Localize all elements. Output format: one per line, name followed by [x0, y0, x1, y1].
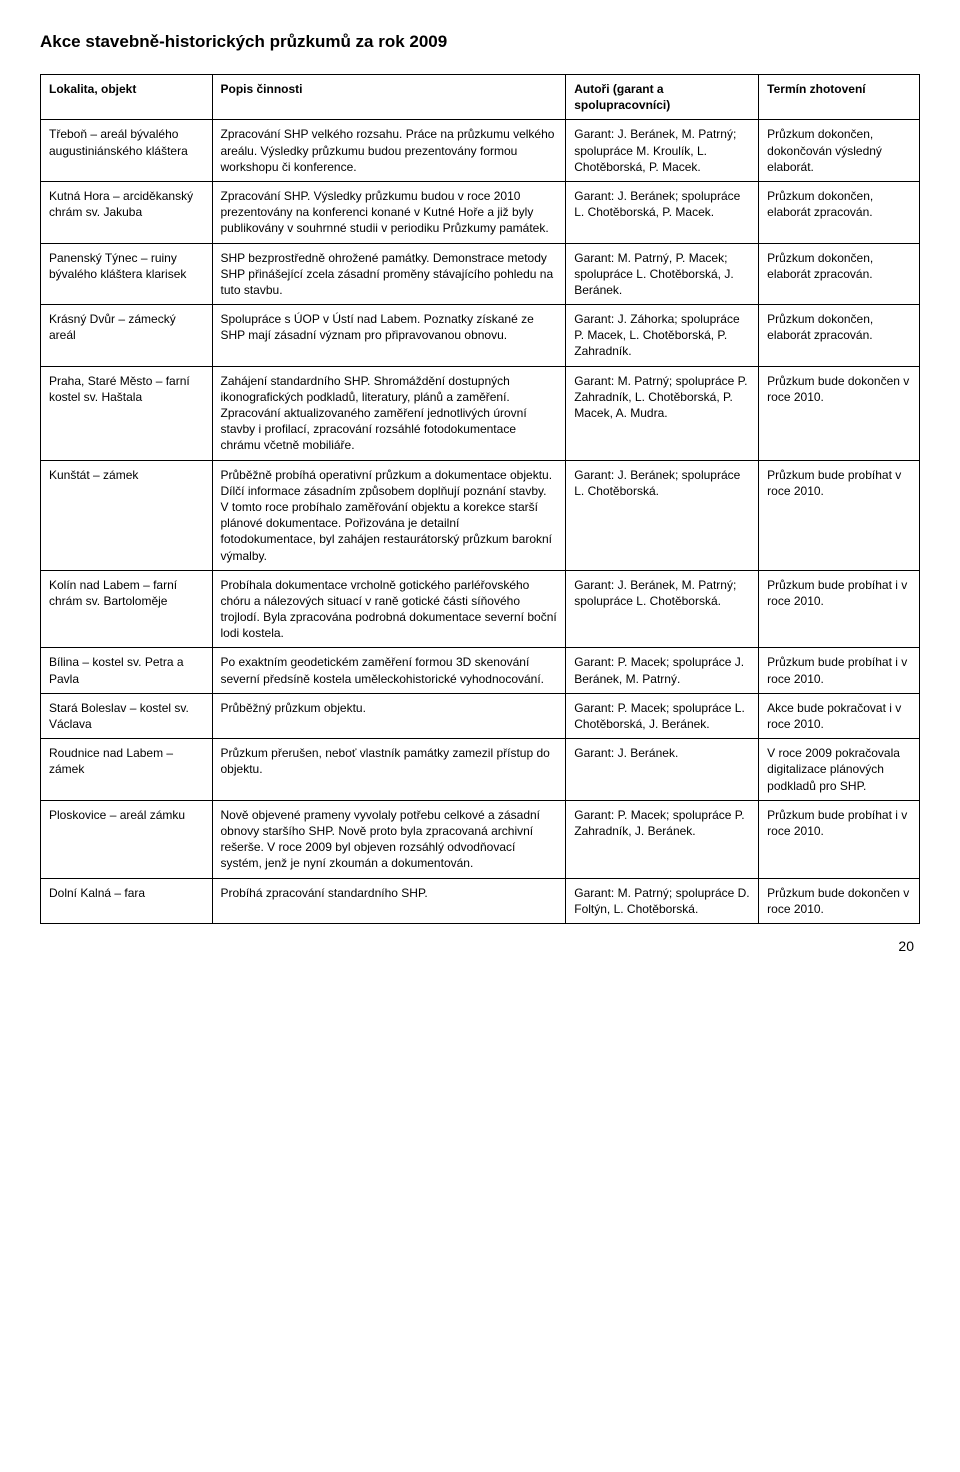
table-row: Stará Boleslav – kostel sv. VáclavaPrůbě… [41, 693, 920, 738]
table-cell: Průzkum dokončen, elaborát zpracován. [759, 243, 920, 305]
col-autori: Autoři (garant a spolupracovníci) [566, 75, 759, 120]
table-row: Bílina – kostel sv. Petra a PavlaPo exak… [41, 648, 920, 693]
page-number: 20 [40, 938, 920, 954]
table-cell: V roce 2009 pokračovala digitalizace plá… [759, 739, 920, 801]
table-cell: Garant: M. Patrný, P. Macek; spolupráce … [566, 243, 759, 305]
table-row: Dolní Kalná – faraProbíhá zpracování sta… [41, 878, 920, 923]
table-cell: Panenský Týnec – ruiny bývalého kláštera… [41, 243, 213, 305]
table-row: Roudnice nad Labem – zámekPrůzkum přeruš… [41, 739, 920, 801]
table-cell: Nově objevené prameny vyvolaly potřebu c… [212, 800, 566, 878]
page-title: Akce stavebně-historických průzkumů za r… [40, 32, 920, 52]
table-row: Krásný Dvůr – zámecký areálSpolupráce s … [41, 305, 920, 367]
col-lokalita: Lokalita, objekt [41, 75, 213, 120]
table-cell: Průběžně probíhá operativní průzkum a do… [212, 460, 566, 570]
table-cell: Průběžný průzkum objektu. [212, 693, 566, 738]
table-cell: Dolní Kalná – fara [41, 878, 213, 923]
table-cell: Garant: J. Beránek, M. Patrný; spoluprác… [566, 120, 759, 182]
col-popis: Popis činnosti [212, 75, 566, 120]
table-cell: Praha, Staré Město – farní kostel sv. Ha… [41, 366, 213, 460]
table-cell: Průzkum bude dokončen v roce 2010. [759, 878, 920, 923]
table-cell: Roudnice nad Labem – zámek [41, 739, 213, 801]
table-cell: Garant: J. Beránek. [566, 739, 759, 801]
table-cell: Stará Boleslav – kostel sv. Václava [41, 693, 213, 738]
table-row: Kunštát – zámekPrůběžně probíhá operativ… [41, 460, 920, 570]
table-cell: Průzkum bude probíhat i v roce 2010. [759, 648, 920, 693]
table-cell: Průzkum bude probíhat i v roce 2010. [759, 800, 920, 878]
survey-table: Lokalita, objekt Popis činnosti Autoři (… [40, 74, 920, 924]
table-cell: Po exaktním geodetickém zaměření formou … [212, 648, 566, 693]
table-header-row: Lokalita, objekt Popis činnosti Autoři (… [41, 75, 920, 120]
table-cell: Kolín nad Labem – farní chrám sv. Bartol… [41, 570, 213, 648]
table-cell: Průzkum přerušen, neboť vlastník památky… [212, 739, 566, 801]
table-cell: Zpracování SHP velkého rozsahu. Práce na… [212, 120, 566, 182]
table-cell: Ploskovice – areál zámku [41, 800, 213, 878]
table-cell: Garant: J. Beránek, M. Patrný; spoluprác… [566, 570, 759, 648]
table-row: Praha, Staré Město – farní kostel sv. Ha… [41, 366, 920, 460]
table-cell: Průzkum bude probíhat v roce 2010. [759, 460, 920, 570]
table-cell: Zahájení standardního SHP. Shromáždění d… [212, 366, 566, 460]
table-cell: Průzkum dokončen, elaborát zpracován. [759, 305, 920, 367]
table-cell: Bílina – kostel sv. Petra a Pavla [41, 648, 213, 693]
table-cell: Průzkum bude probíhat i v roce 2010. [759, 570, 920, 648]
table-cell: Garant: J. Beránek; spolupráce L. Chotěb… [566, 460, 759, 570]
table-row: Kutná Hora – arciděkanský chrám sv. Jaku… [41, 181, 920, 243]
table-cell: Spolupráce s ÚOP v Ústí nad Labem. Pozna… [212, 305, 566, 367]
table-row: Ploskovice – areál zámkuNově objevené pr… [41, 800, 920, 878]
table-row: Kolín nad Labem – farní chrám sv. Bartol… [41, 570, 920, 648]
table-cell: Garant: M. Patrný; spolupráce P. Zahradn… [566, 366, 759, 460]
table-cell: Průzkum dokončen, dokončován výsledný el… [759, 120, 920, 182]
table-row: Třeboň – areál bývalého augustiniánského… [41, 120, 920, 182]
table-row: Panenský Týnec – ruiny bývalého kláštera… [41, 243, 920, 305]
table-cell: Garant: P. Macek; spolupráce P. Zahradní… [566, 800, 759, 878]
table-cell: Akce bude pokračovat i v roce 2010. [759, 693, 920, 738]
table-cell: Krásný Dvůr – zámecký areál [41, 305, 213, 367]
table-cell: Zpracování SHP. Výsledky průzkumu budou … [212, 181, 566, 243]
table-cell: Garant: P. Macek; spolupráce J. Beránek,… [566, 648, 759, 693]
table-cell: Průzkum bude dokončen v roce 2010. [759, 366, 920, 460]
table-cell: Garant: J. Záhorka; spolupráce P. Macek,… [566, 305, 759, 367]
col-termin: Termín zhotovení [759, 75, 920, 120]
table-cell: Probíhala dokumentace vrcholně gotického… [212, 570, 566, 648]
table-cell: Průzkum dokončen, elaborát zpracován. [759, 181, 920, 243]
table-cell: Garant: J. Beránek; spolupráce L. Chotěb… [566, 181, 759, 243]
table-cell: Probíhá zpracování standardního SHP. [212, 878, 566, 923]
table-cell: Kunštát – zámek [41, 460, 213, 570]
table-cell: Garant: M. Patrný; spolupráce D. Foltýn,… [566, 878, 759, 923]
table-cell: SHP bezprostředně ohrožené památky. Demo… [212, 243, 566, 305]
table-cell: Kutná Hora – arciděkanský chrám sv. Jaku… [41, 181, 213, 243]
table-cell: Garant: P. Macek; spolupráce L. Chotěbor… [566, 693, 759, 738]
table-cell: Třeboň – areál bývalého augustiniánského… [41, 120, 213, 182]
